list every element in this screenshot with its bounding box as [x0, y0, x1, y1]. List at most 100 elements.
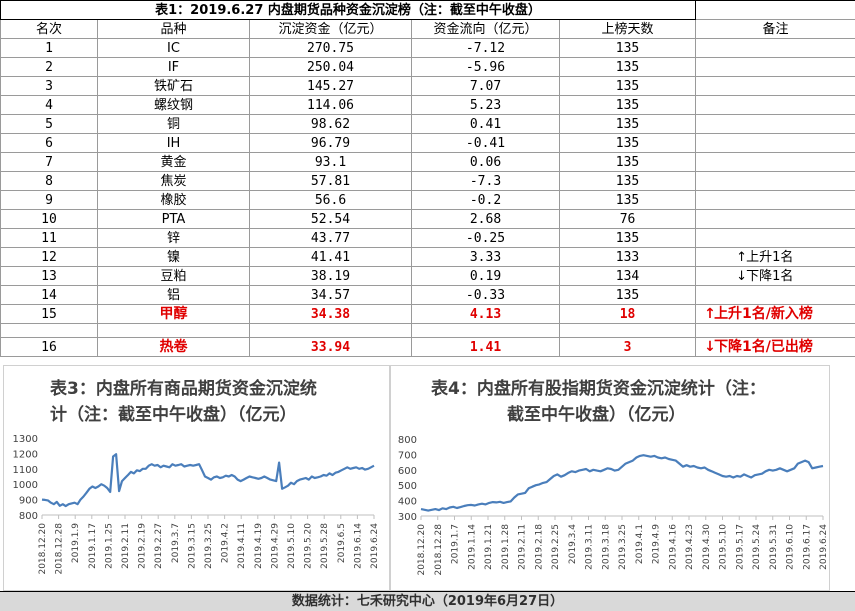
index-x-tick-label: 2019.3.25 — [618, 524, 628, 570]
index-chart-title: 表4：内盘所有股指期货资金沉淀统计（注： 截至中午收盘）（亿元） — [431, 376, 811, 428]
note-text: 下降1名 — [746, 268, 794, 284]
cell-amount: 38.19 — [249, 266, 412, 286]
cell-note: ↓下降1名/已出榜 — [695, 337, 855, 357]
commodity-y-tick-label: 1100 — [13, 465, 38, 476]
empty-cell — [97, 323, 250, 338]
empty-cell — [411, 323, 560, 338]
cell-days: 135 — [558, 228, 697, 248]
commodity-x-tick-label: 2019.1.17 — [88, 523, 98, 569]
table-row: 13 豆粕 38.19 0.19 134 ↓下降1名 — [0, 266, 855, 286]
index-y-tick-label: 400 — [398, 497, 417, 508]
table-row: 11 锌 43.77 -0.25 135 — [0, 228, 855, 248]
commodity-x-tick-label: 2019.2.11 — [121, 523, 131, 569]
note-text: 上升1名/新入榜 — [714, 305, 813, 322]
commodity-x-tick-label: 2019.4.29 — [270, 523, 280, 569]
cell-note — [695, 152, 855, 172]
commodity-x-tick-label: 2019.3.15 — [187, 523, 197, 569]
title-blank-cell — [695, 0, 855, 20]
cell-name: 黄金 — [97, 152, 250, 172]
spacer-row — [0, 323, 855, 338]
cell-note — [695, 171, 855, 191]
cell-flow: -7.3 — [411, 171, 560, 191]
commodity-chart-title-line-1: 表3：内盘所有商品期货资金沉淀统 — [50, 379, 317, 399]
cell-name: 铝 — [97, 285, 250, 305]
empty-cell — [0, 323, 98, 338]
index-x-tick-label: 2018.12.28 — [434, 524, 444, 576]
cell-flow: 0.41 — [411, 114, 560, 134]
cell-note — [695, 38, 855, 58]
cell-amount: 96.79 — [249, 133, 412, 153]
commodity-y-tick-label: 1300 — [13, 434, 38, 445]
cell-flow: 5.23 — [411, 95, 560, 115]
cell-flow: 2.68 — [411, 209, 560, 229]
commodity-x-tick-label: 2019.3.7 — [171, 523, 181, 563]
cell-days: 134 — [558, 266, 697, 286]
cell-note — [695, 285, 855, 305]
cell-name: 焦炭 — [97, 171, 250, 191]
index-x-tick-label: 2019.5.10 — [719, 524, 729, 570]
cell-rank: 14 — [0, 285, 98, 305]
index-x-tick-label: 2019.5.24 — [752, 524, 762, 570]
cell-rank: 11 — [0, 228, 98, 248]
cell-flow: 0.19 — [411, 266, 560, 286]
cell-rank: 9 — [0, 190, 98, 210]
cell-name: 锌 — [97, 228, 250, 248]
index-x-tick-label: 2019.2.18 — [534, 524, 544, 570]
commodity-x-tick-label: 2019.6.14 — [353, 523, 363, 569]
cell-amount: 145.27 — [249, 76, 412, 96]
cell-rank: 8 — [0, 171, 98, 191]
cell-amount: 56.6 — [249, 190, 412, 210]
table-row: 3 铁矿石 145.27 7.07 135 — [0, 76, 855, 96]
cell-note: ↓下降1名 — [695, 266, 855, 286]
table-row: 10 PTA 52.54 2.68 76 — [0, 209, 855, 229]
cell-note: ↑上升1名/新入榜 — [695, 304, 855, 324]
cell-days: 135 — [558, 285, 697, 305]
cell-days: 135 — [558, 95, 697, 115]
arrow-down-icon: ↓ — [736, 268, 747, 284]
commodity-chart-panel: 表3：内盘所有商品期货资金沉淀统 计（注：截至中午收盘）（亿元） 800 900 1… — [3, 365, 390, 591]
commodity-chart-title: 表3：内盘所有商品期货资金沉淀统 计（注：截至中午收盘）（亿元） — [50, 376, 370, 428]
note-text: 上升1名 — [746, 249, 794, 265]
table-row: 7 黄金 93.1 0.06 135 — [0, 152, 855, 172]
cell-name: 镍 — [97, 247, 250, 267]
cell-rank: 7 — [0, 152, 98, 172]
commodity-x-tick-label: 2018.12.28 — [55, 523, 65, 575]
cell-amount: 34.38 — [249, 304, 412, 324]
note-text: 下降1名/已出榜 — [714, 338, 813, 355]
cell-name: 铜 — [97, 114, 250, 134]
cell-flow: 3.33 — [411, 247, 560, 267]
table-row: 5 铜 98.62 0.41 135 — [0, 114, 855, 134]
commodity-chart-title-line-2: 计（注：截至中午收盘）（亿元） — [50, 405, 297, 425]
cell-rank: 13 — [0, 266, 98, 286]
commodity-y-tick-label: 800 — [19, 511, 38, 522]
cell-name: IC — [97, 38, 250, 58]
index-x-tick-label: 2019.4.1 — [635, 524, 645, 564]
cell-flow: -7.12 — [411, 38, 560, 58]
index-y-tick-label: 600 — [398, 466, 417, 477]
table-header-row: 名次 品种 沉淀资金（亿元） 资金流向（亿元） 上榜天数 备注 — [0, 19, 855, 39]
cell-amount: 93.1 — [249, 152, 412, 172]
commodity-x-tick-label: 2019.5.28 — [320, 523, 330, 569]
cell-days: 135 — [558, 76, 697, 96]
cell-rank: 12 — [0, 247, 98, 267]
cell-amount: 57.81 — [249, 171, 412, 191]
index-x-tick-label: 2019.4.16 — [668, 524, 678, 570]
index-x-tick-label: 2019.6.10 — [786, 524, 796, 570]
cell-note — [695, 57, 855, 77]
cell-rank: 3 — [0, 76, 98, 96]
index-x-tick-label: 2019.4.23 — [685, 524, 695, 570]
commodity-x-tick-label: 2019.2.19 — [138, 523, 148, 569]
cell-amount: 250.04 — [249, 57, 412, 77]
cell-flow: 0.06 — [411, 152, 560, 172]
commodity-y-tick-label: 1000 — [13, 480, 38, 491]
cell-note — [695, 76, 855, 96]
cell-days: 133 — [558, 247, 697, 267]
cell-name: 橡胶 — [97, 190, 250, 210]
commodity-x-tick-label: 2019.1.25 — [104, 523, 114, 569]
commodity-x-tick-label: 2019.4.2 — [221, 523, 231, 563]
index-x-tick-label: 2019.3.11 — [585, 524, 595, 570]
empty-cell — [695, 323, 855, 338]
cell-flow: -0.41 — [411, 133, 560, 153]
cell-amount: 43.77 — [249, 228, 412, 248]
table-row: 9 橡胶 56.6 -0.2 135 — [0, 190, 855, 210]
